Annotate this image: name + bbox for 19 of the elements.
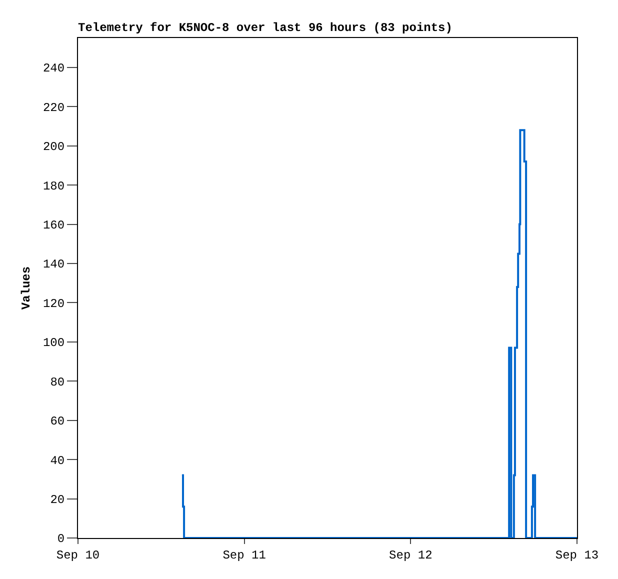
- y-tick-label: 20: [50, 492, 65, 507]
- y-tick-label: 220: [42, 100, 65, 115]
- y-tick-label: 0: [57, 532, 65, 546]
- y-tick-label: 160: [42, 218, 65, 232]
- chart-title: Telemetry for K5NOC-8 over last 96 hours (83 points): [78, 21, 452, 35]
- x-tick-label: Sep 10: [56, 548, 100, 562]
- y-tick-label: 200: [42, 140, 65, 154]
- y-axis-title: Values: [19, 266, 34, 310]
- x-tick-label: Sep 13: [555, 548, 599, 562]
- y-tick-label: 240: [42, 62, 65, 76]
- x-tick-label: Sep 12: [389, 548, 432, 562]
- y-tick-label: 40: [50, 454, 65, 468]
- y-tick-label: 120: [42, 296, 65, 311]
- y-tick-label: 180: [42, 179, 65, 194]
- x-tick-label: Sep 11: [222, 548, 266, 562]
- y-tick-label: 140: [42, 258, 65, 272]
- y-tick-label: 80: [50, 375, 65, 390]
- y-tick-label: 100: [42, 336, 65, 350]
- y-tick-label: 60: [50, 414, 65, 429]
